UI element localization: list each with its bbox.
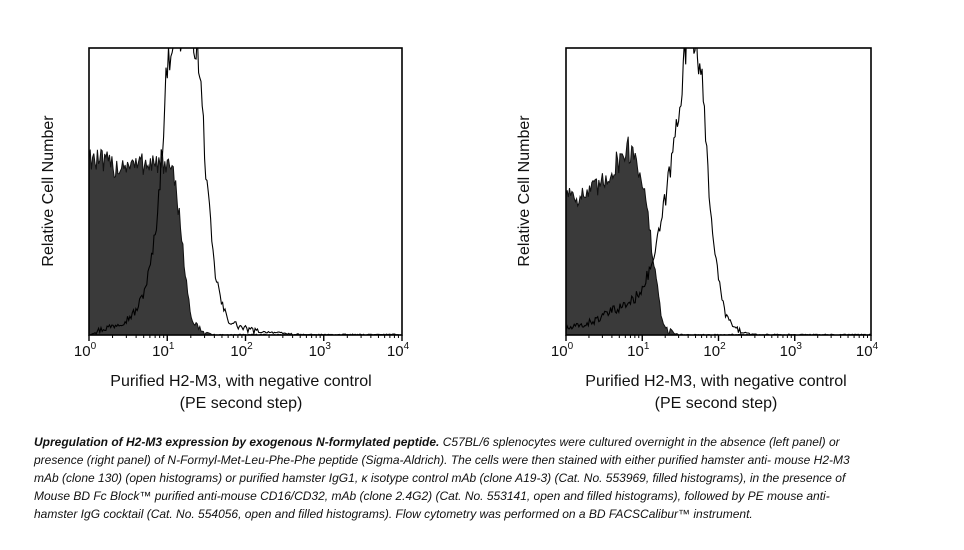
left-filled-histogram	[89, 148, 402, 335]
left-open-histogram	[89, 48, 402, 335]
right-panel: 100 101 102 103 104 Relative Cell Number Pur…	[516, 47, 879, 412]
left-x-tick-label: 104	[387, 341, 410, 360]
right-x-tick-label: 100	[551, 341, 574, 360]
left-x-tick-label: 102	[230, 341, 253, 360]
histogram-figure: 100 101 102 103 104 Relative Cell Number Pur…	[40, 47, 879, 412]
caption-title: Upregulation of H2-M3 expression by exog…	[34, 435, 440, 449]
left-x-axis-label-line2: (PE second step)	[180, 395, 303, 412]
right-x-tick-label: 101	[627, 341, 650, 360]
left-panel: 100 101 102 103 104 Relative Cell Number Pur…	[40, 47, 410, 412]
right-filled-histogram	[566, 136, 871, 335]
right-x-axis-label-line2: (PE second step)	[655, 395, 778, 412]
right-x-tick-label: 104	[856, 341, 879, 360]
left-x-tick-label: 100	[74, 341, 97, 360]
left-x-ticks: 100 101 102 103 104	[74, 335, 410, 360]
right-x-tick-label: 103	[780, 341, 803, 360]
figure-caption: Upregulation of H2-M3 expression by exog…	[34, 433, 854, 523]
caption-body: C57BL/6 splenocytes were cultured overni…	[34, 435, 850, 521]
right-x-axis-label: Purified H2-M3, with negative control	[585, 373, 846, 390]
left-y-axis-label: Relative Cell Number	[40, 115, 57, 267]
right-x-ticks: 100 101 102 103 104	[551, 335, 879, 360]
left-x-tick-label: 103	[309, 341, 332, 360]
right-y-axis-label: Relative Cell Number	[516, 115, 533, 267]
left-x-axis-label: Purified H2-M3, with negative control	[110, 373, 371, 390]
right-x-tick-label: 102	[703, 341, 726, 360]
left-x-tick-label: 101	[152, 341, 175, 360]
